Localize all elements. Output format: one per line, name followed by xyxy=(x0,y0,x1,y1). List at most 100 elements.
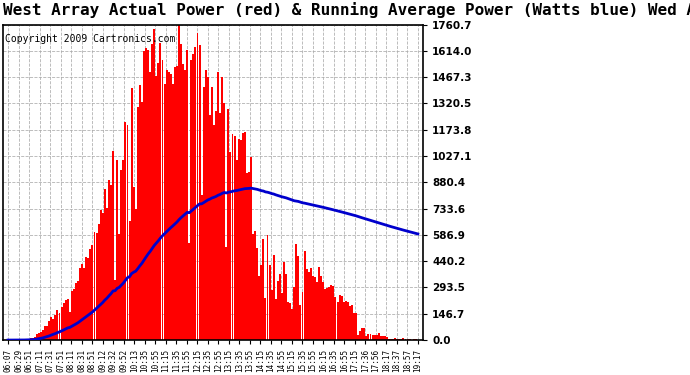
Bar xyxy=(209,115,211,340)
Bar xyxy=(328,287,331,340)
Bar xyxy=(104,189,106,340)
Bar xyxy=(277,281,279,340)
Bar xyxy=(333,286,335,340)
Bar xyxy=(331,285,333,340)
Bar xyxy=(398,339,400,340)
Bar xyxy=(30,338,32,340)
Bar xyxy=(159,43,161,340)
Bar xyxy=(71,291,73,340)
Bar xyxy=(364,328,365,340)
Bar xyxy=(394,338,396,340)
Bar xyxy=(168,72,170,340)
Bar xyxy=(293,287,295,340)
Bar xyxy=(137,107,139,340)
Bar xyxy=(88,258,89,340)
Bar xyxy=(149,72,151,340)
Bar xyxy=(86,257,87,340)
Bar xyxy=(312,276,314,340)
Bar xyxy=(322,282,324,340)
Bar xyxy=(65,300,67,340)
Bar xyxy=(324,289,326,340)
Bar xyxy=(353,314,355,340)
Bar xyxy=(164,84,166,340)
Bar xyxy=(106,208,108,340)
Bar xyxy=(203,87,205,340)
Bar xyxy=(302,292,304,340)
Bar xyxy=(262,238,264,340)
Bar xyxy=(402,339,404,340)
Bar xyxy=(112,152,114,340)
Bar xyxy=(373,334,375,340)
Bar xyxy=(264,298,266,340)
Bar xyxy=(270,290,273,340)
Bar xyxy=(132,187,135,340)
Bar xyxy=(176,66,178,340)
Bar xyxy=(38,333,40,340)
Bar xyxy=(266,235,268,340)
Bar xyxy=(178,24,180,340)
Bar xyxy=(273,255,275,340)
Bar xyxy=(92,246,93,340)
Bar xyxy=(188,243,190,340)
Bar xyxy=(217,72,219,340)
Bar xyxy=(120,171,122,340)
Bar xyxy=(155,76,157,340)
Bar xyxy=(347,302,349,340)
Bar xyxy=(295,244,297,340)
Bar xyxy=(172,84,174,340)
Text: West Array Actual Power (red) & Running Average Power (Watts blue) Wed Aug 26 19: West Array Actual Power (red) & Running … xyxy=(3,2,690,18)
Bar xyxy=(341,296,343,340)
Bar xyxy=(258,276,260,340)
Bar xyxy=(291,309,293,340)
Bar xyxy=(32,338,34,340)
Bar xyxy=(362,328,363,340)
Text: Copyright 2009 Cartronics.com: Copyright 2009 Cartronics.com xyxy=(5,34,175,44)
Bar xyxy=(126,125,128,340)
Bar xyxy=(351,305,353,340)
Bar xyxy=(339,295,341,340)
Bar xyxy=(130,88,132,340)
Bar xyxy=(289,303,291,340)
Bar xyxy=(195,47,197,340)
Bar xyxy=(299,305,302,340)
Bar xyxy=(193,54,195,340)
Bar xyxy=(246,173,248,340)
Bar xyxy=(250,158,252,340)
Bar xyxy=(44,326,46,340)
Bar xyxy=(180,44,182,340)
Bar xyxy=(153,28,155,340)
Bar xyxy=(244,132,246,340)
Bar xyxy=(114,279,116,340)
Bar xyxy=(314,277,316,340)
Bar xyxy=(310,268,312,340)
Bar xyxy=(59,313,61,340)
Bar xyxy=(161,60,164,340)
Bar xyxy=(390,339,392,340)
Bar xyxy=(248,172,250,340)
Bar xyxy=(230,153,231,340)
Bar xyxy=(61,308,63,340)
Bar xyxy=(297,256,299,340)
Bar xyxy=(90,249,91,340)
Bar xyxy=(345,301,347,340)
Bar xyxy=(406,339,408,340)
Bar xyxy=(46,326,48,340)
Bar xyxy=(337,302,339,340)
Bar xyxy=(368,334,369,340)
Bar xyxy=(306,269,308,340)
Bar xyxy=(174,67,176,340)
Bar xyxy=(388,339,390,340)
Bar xyxy=(239,140,241,340)
Bar xyxy=(384,336,386,340)
Bar xyxy=(275,299,277,340)
Bar xyxy=(234,136,235,340)
Bar xyxy=(326,288,328,340)
Bar xyxy=(36,334,38,340)
Bar xyxy=(359,331,361,340)
Bar xyxy=(221,77,223,340)
Bar xyxy=(283,262,285,340)
Bar xyxy=(241,134,244,340)
Bar xyxy=(55,315,57,340)
Bar xyxy=(186,50,188,340)
Bar xyxy=(34,337,36,340)
